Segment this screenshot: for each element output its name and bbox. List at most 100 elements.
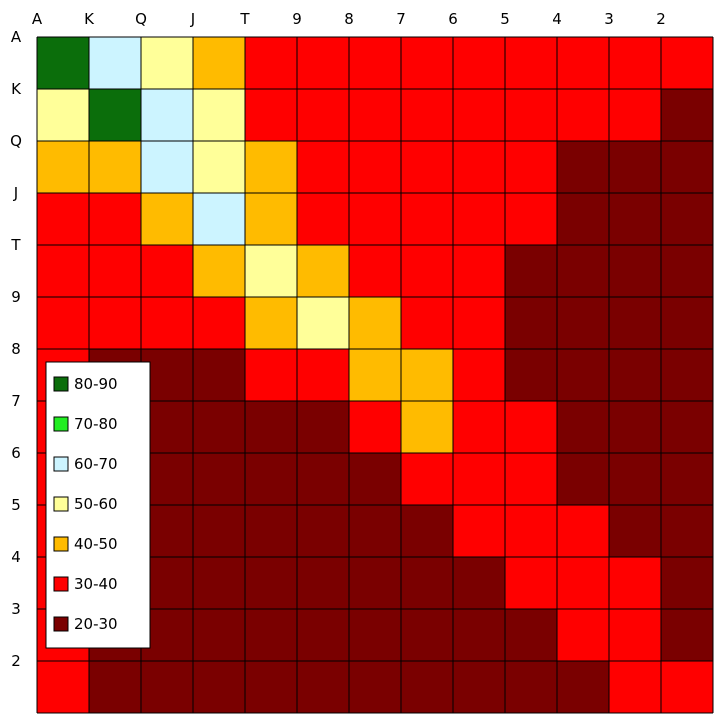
heatmap-cell-99 (297, 297, 350, 350)
heatmap-cell-K8 (349, 89, 402, 142)
heatmap-cell-J5 (505, 193, 558, 246)
heatmap-cell-Q3 (609, 141, 662, 194)
y-tick-label: A (11, 28, 22, 46)
heatmap-cell-39 (297, 609, 350, 662)
heatmap-cell-T3 (609, 245, 662, 298)
heatmap-cell-62 (661, 453, 713, 506)
heatmap-cell-TK (89, 245, 142, 298)
heatmap-cell-J7 (401, 193, 454, 246)
heatmap-cell-TJ (193, 245, 246, 298)
heatmap-cell-95 (505, 297, 558, 350)
legend-label: 60-70 (74, 455, 118, 473)
legend-swatch (53, 416, 69, 432)
heatmap-cell-82 (661, 349, 713, 402)
heatmap-cell-K9 (297, 89, 350, 142)
x-tick-label: A (32, 10, 43, 28)
y-tick-label: 5 (11, 496, 21, 514)
heatmap-cell-QT (245, 141, 298, 194)
heatmap-cell-8J (193, 349, 246, 402)
heatmap-cell-69 (297, 453, 350, 506)
heatmap-cell-A7 (401, 37, 454, 90)
heatmap-cell-73 (609, 401, 662, 454)
heatmap-cell-2T (245, 661, 298, 713)
y-tick-label: T (10, 236, 21, 254)
heatmap-cell-A9 (297, 37, 350, 90)
heatmap-cell-77 (401, 401, 454, 454)
heatmap-cell-AJ (193, 37, 246, 90)
y-tick-label: 9 (11, 288, 21, 306)
heatmap-cell-54 (557, 505, 610, 558)
heatmap-cell-8T (245, 349, 298, 402)
legend-swatch (53, 456, 69, 472)
x-tick-label: Q (135, 10, 147, 28)
heatmap-cell-T4 (557, 245, 610, 298)
heatmap-cell-65 (505, 453, 558, 506)
heatmap-cell-JT (245, 193, 298, 246)
heatmap-cell-24 (557, 661, 610, 713)
heatmap-cell-3T (245, 609, 298, 662)
heatmap-cell-37 (401, 609, 454, 662)
heatmap-cell-Q4 (557, 141, 610, 194)
x-tick-label: 9 (292, 10, 302, 28)
heatmap-cell-2K (89, 661, 142, 713)
heatmap-cell-64 (557, 453, 610, 506)
heatmap-cell-67 (401, 453, 454, 506)
x-tick-label: 3 (604, 10, 614, 28)
y-tick-label: K (11, 80, 22, 98)
heatmap-cell-85 (505, 349, 558, 402)
heatmap-cell-25 (505, 661, 558, 713)
heatmap-cell-84 (557, 349, 610, 402)
legend-label: 30-40 (74, 575, 118, 593)
y-tick-labels: A K Q J T 9 8 7 6 5 4 3 2 (10, 28, 22, 670)
heatmap-cell-K7 (401, 89, 454, 142)
legend-swatch (53, 496, 69, 512)
heatmap-cell-K6 (453, 89, 506, 142)
x-tick-label: 7 (396, 10, 406, 28)
heatmap-cell-63 (609, 453, 662, 506)
heatmap-cell-AA (37, 37, 90, 90)
x-tick-label: 8 (344, 10, 354, 28)
heatmap-cell-76 (453, 401, 506, 454)
heatmap-cell-K4 (557, 89, 610, 142)
x-tick-label: 6 (448, 10, 458, 28)
heatmap-cell-T2 (661, 245, 713, 298)
heatmap-cell-87 (401, 349, 454, 402)
heatmap-cell-9K (89, 297, 142, 350)
heatmap-cell-42 (661, 557, 713, 610)
heatmap-cell-29 (297, 661, 350, 713)
heatmap-cell-88 (349, 349, 402, 402)
y-tick-label: J (13, 184, 18, 202)
heatmap-cell-Q5 (505, 141, 558, 194)
heatmap-cell-Q9 (297, 141, 350, 194)
heatmap-cell-43 (609, 557, 662, 610)
x-tick-label: 4 (552, 10, 562, 28)
heatmap-cell-T9 (297, 245, 350, 298)
heatmap-cell-K2 (661, 89, 713, 142)
legend: 80-90 70-80 60-70 50-60 40-50 30-40 20-30 (45, 361, 151, 649)
heatmap-cell-AK (89, 37, 142, 90)
heatmap-cell-48 (349, 557, 402, 610)
heatmap-cell-49 (297, 557, 350, 610)
heatmap-cell-34 (557, 609, 610, 662)
y-tick-label: 2 (11, 652, 21, 670)
legend-swatch (53, 376, 69, 392)
heatmap-cell-T8 (349, 245, 402, 298)
legend-label: 40-50 (74, 535, 118, 553)
heatmap-cell-T5 (505, 245, 558, 298)
x-tick-label: T (239, 10, 250, 28)
heatmap-cell-83 (609, 349, 662, 402)
heatmap-cell-K3 (609, 89, 662, 142)
legend-label: 50-60 (74, 495, 118, 513)
x-tick-label: 5 (500, 10, 510, 28)
heatmap-cell-A2 (661, 37, 713, 90)
heatmap-cell-74 (557, 401, 610, 454)
heatmap-cell-Q2 (661, 141, 713, 194)
heatmap-cell-79 (297, 401, 350, 454)
heatmap-cell-6T (245, 453, 298, 506)
heatmap-cell-J3 (609, 193, 662, 246)
heatmap-cell-KA (37, 89, 90, 142)
heatmap-cell-QQ (141, 141, 194, 194)
heatmap-cell-9A (37, 297, 90, 350)
heatmap-cell-AQ (141, 37, 194, 90)
